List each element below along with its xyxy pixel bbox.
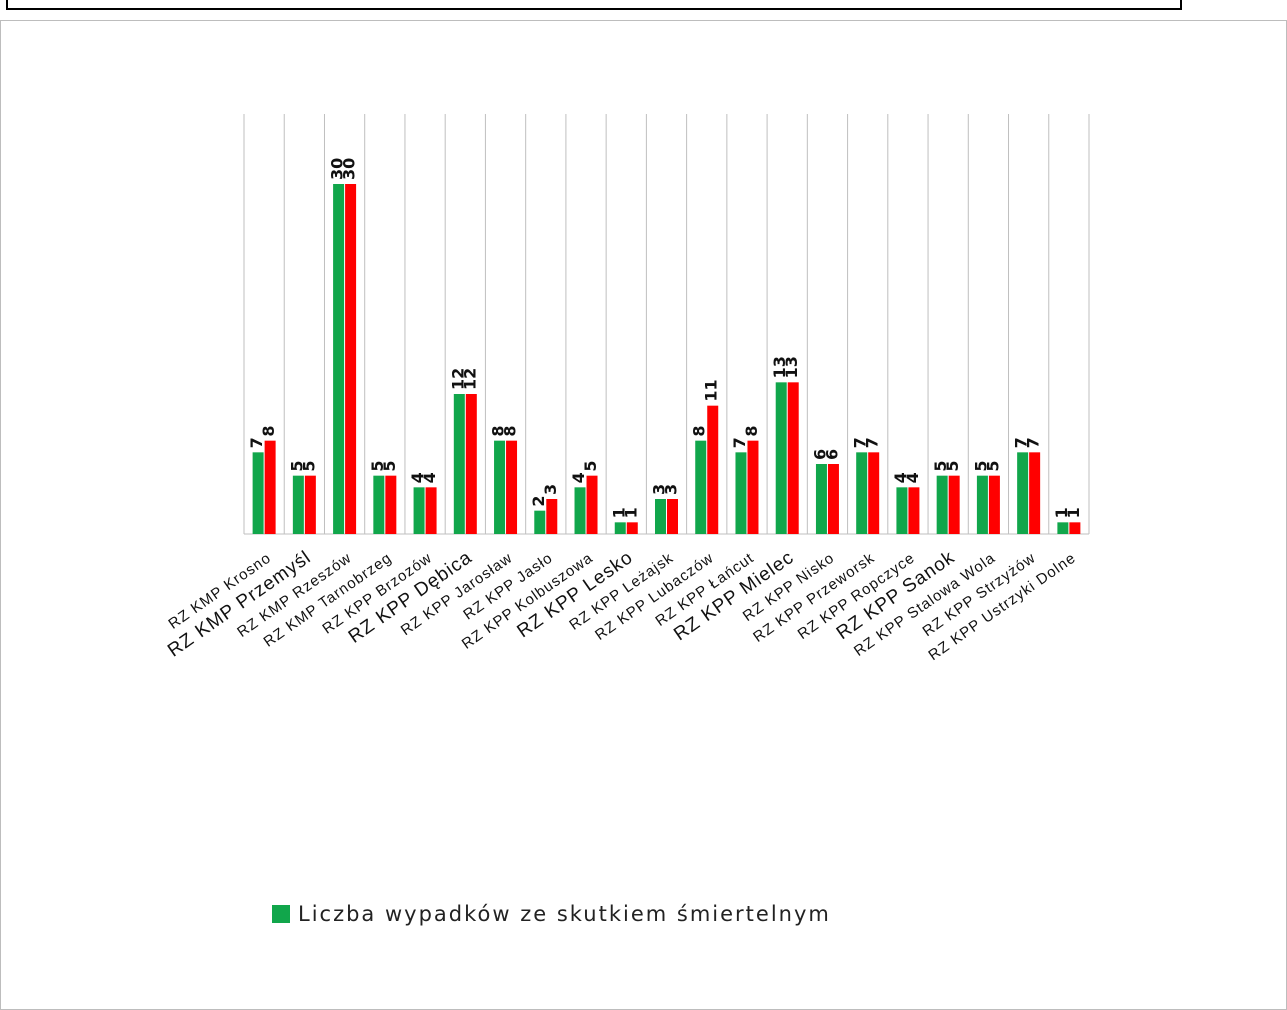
data-label: 13: [770, 356, 789, 378]
data-label: 12: [448, 368, 467, 390]
bar: [936, 475, 948, 534]
legend-swatch: [272, 905, 290, 923]
data-label: 4: [408, 472, 427, 483]
bar: [1029, 452, 1041, 534]
bar: [695, 440, 707, 534]
data-label: 5: [581, 461, 600, 472]
data-label: 4: [569, 472, 588, 483]
data-label: 3: [650, 484, 669, 495]
data-label: 30: [340, 158, 359, 180]
bar: [775, 382, 787, 534]
legend: Liczba wypadków ze skutkiem śmiertelnym: [272, 902, 831, 926]
bar: [827, 464, 839, 534]
bar: [413, 487, 425, 534]
data-label: 5: [368, 461, 387, 472]
top-frame: [6, 0, 1182, 10]
bar: [707, 405, 719, 534]
data-label: 7: [863, 437, 882, 448]
bar: [747, 440, 759, 534]
bar: [815, 464, 827, 534]
bar: [787, 382, 799, 534]
data-label: 5: [380, 461, 399, 472]
bar: [626, 522, 638, 534]
data-label: 5: [299, 461, 318, 472]
data-label: 1: [621, 507, 640, 518]
gridlines: [243, 114, 1090, 535]
bar: [988, 475, 1000, 534]
data-label: 4: [420, 472, 439, 483]
bar: [896, 487, 908, 534]
data-label: 5: [983, 461, 1002, 472]
data-label: 5: [971, 461, 990, 472]
bar: [856, 452, 868, 534]
bar: [534, 510, 546, 534]
bar: [292, 475, 304, 534]
data-label: 4: [891, 472, 910, 483]
data-label: 6: [822, 449, 841, 460]
data-label: 1: [1064, 507, 1083, 518]
data-label: 8: [489, 426, 508, 437]
data-label: 8: [742, 426, 761, 437]
bar: [252, 452, 264, 534]
bar: [506, 440, 518, 534]
bar: [574, 487, 586, 534]
bar: [976, 475, 988, 534]
bar: [304, 475, 316, 534]
data-label: 8: [501, 426, 520, 437]
bar: [264, 440, 276, 534]
data-label: 8: [259, 426, 278, 437]
data-label: 4: [903, 472, 922, 483]
bar: [868, 452, 880, 534]
data-label: 7: [1024, 437, 1043, 448]
bar: [948, 475, 960, 534]
bar: [1017, 452, 1029, 534]
bar: [373, 475, 385, 534]
data-label: 7: [851, 437, 870, 448]
bar: [735, 452, 747, 534]
bar: [1069, 522, 1081, 534]
data-label: 5: [287, 461, 306, 472]
bar: [345, 184, 357, 534]
bar: [453, 394, 465, 534]
data-label: 7: [1012, 437, 1031, 448]
data-label: 3: [541, 484, 560, 495]
bar: [908, 487, 920, 534]
data-label: 5: [931, 461, 950, 472]
bar: [614, 522, 626, 534]
data-label: 7: [730, 437, 749, 448]
data-label: 2: [529, 496, 548, 507]
bar: [667, 499, 678, 534]
data-label: 1: [609, 507, 628, 518]
data-label: 12: [460, 368, 479, 390]
bar: [655, 499, 666, 534]
bar: [494, 440, 506, 534]
legend-label: Liczba wypadków ze skutkiem śmiertelnym: [298, 902, 831, 926]
data-label: 6: [810, 449, 829, 460]
bar: [425, 487, 437, 534]
bar: [333, 184, 345, 534]
data-label: 11: [702, 379, 721, 401]
bars: [252, 184, 1081, 534]
data-label: 13: [782, 356, 801, 378]
bar: [586, 475, 598, 534]
bar: [546, 499, 558, 534]
bar: [465, 394, 477, 534]
bar: [1057, 522, 1069, 534]
data-label: 3: [662, 484, 681, 495]
bar: [385, 475, 397, 534]
data-label: 8: [690, 426, 709, 437]
data-label: 1: [1052, 507, 1071, 518]
data-label: 5: [943, 461, 962, 472]
data-label: 7: [247, 437, 266, 448]
data-label: 30: [328, 158, 347, 180]
